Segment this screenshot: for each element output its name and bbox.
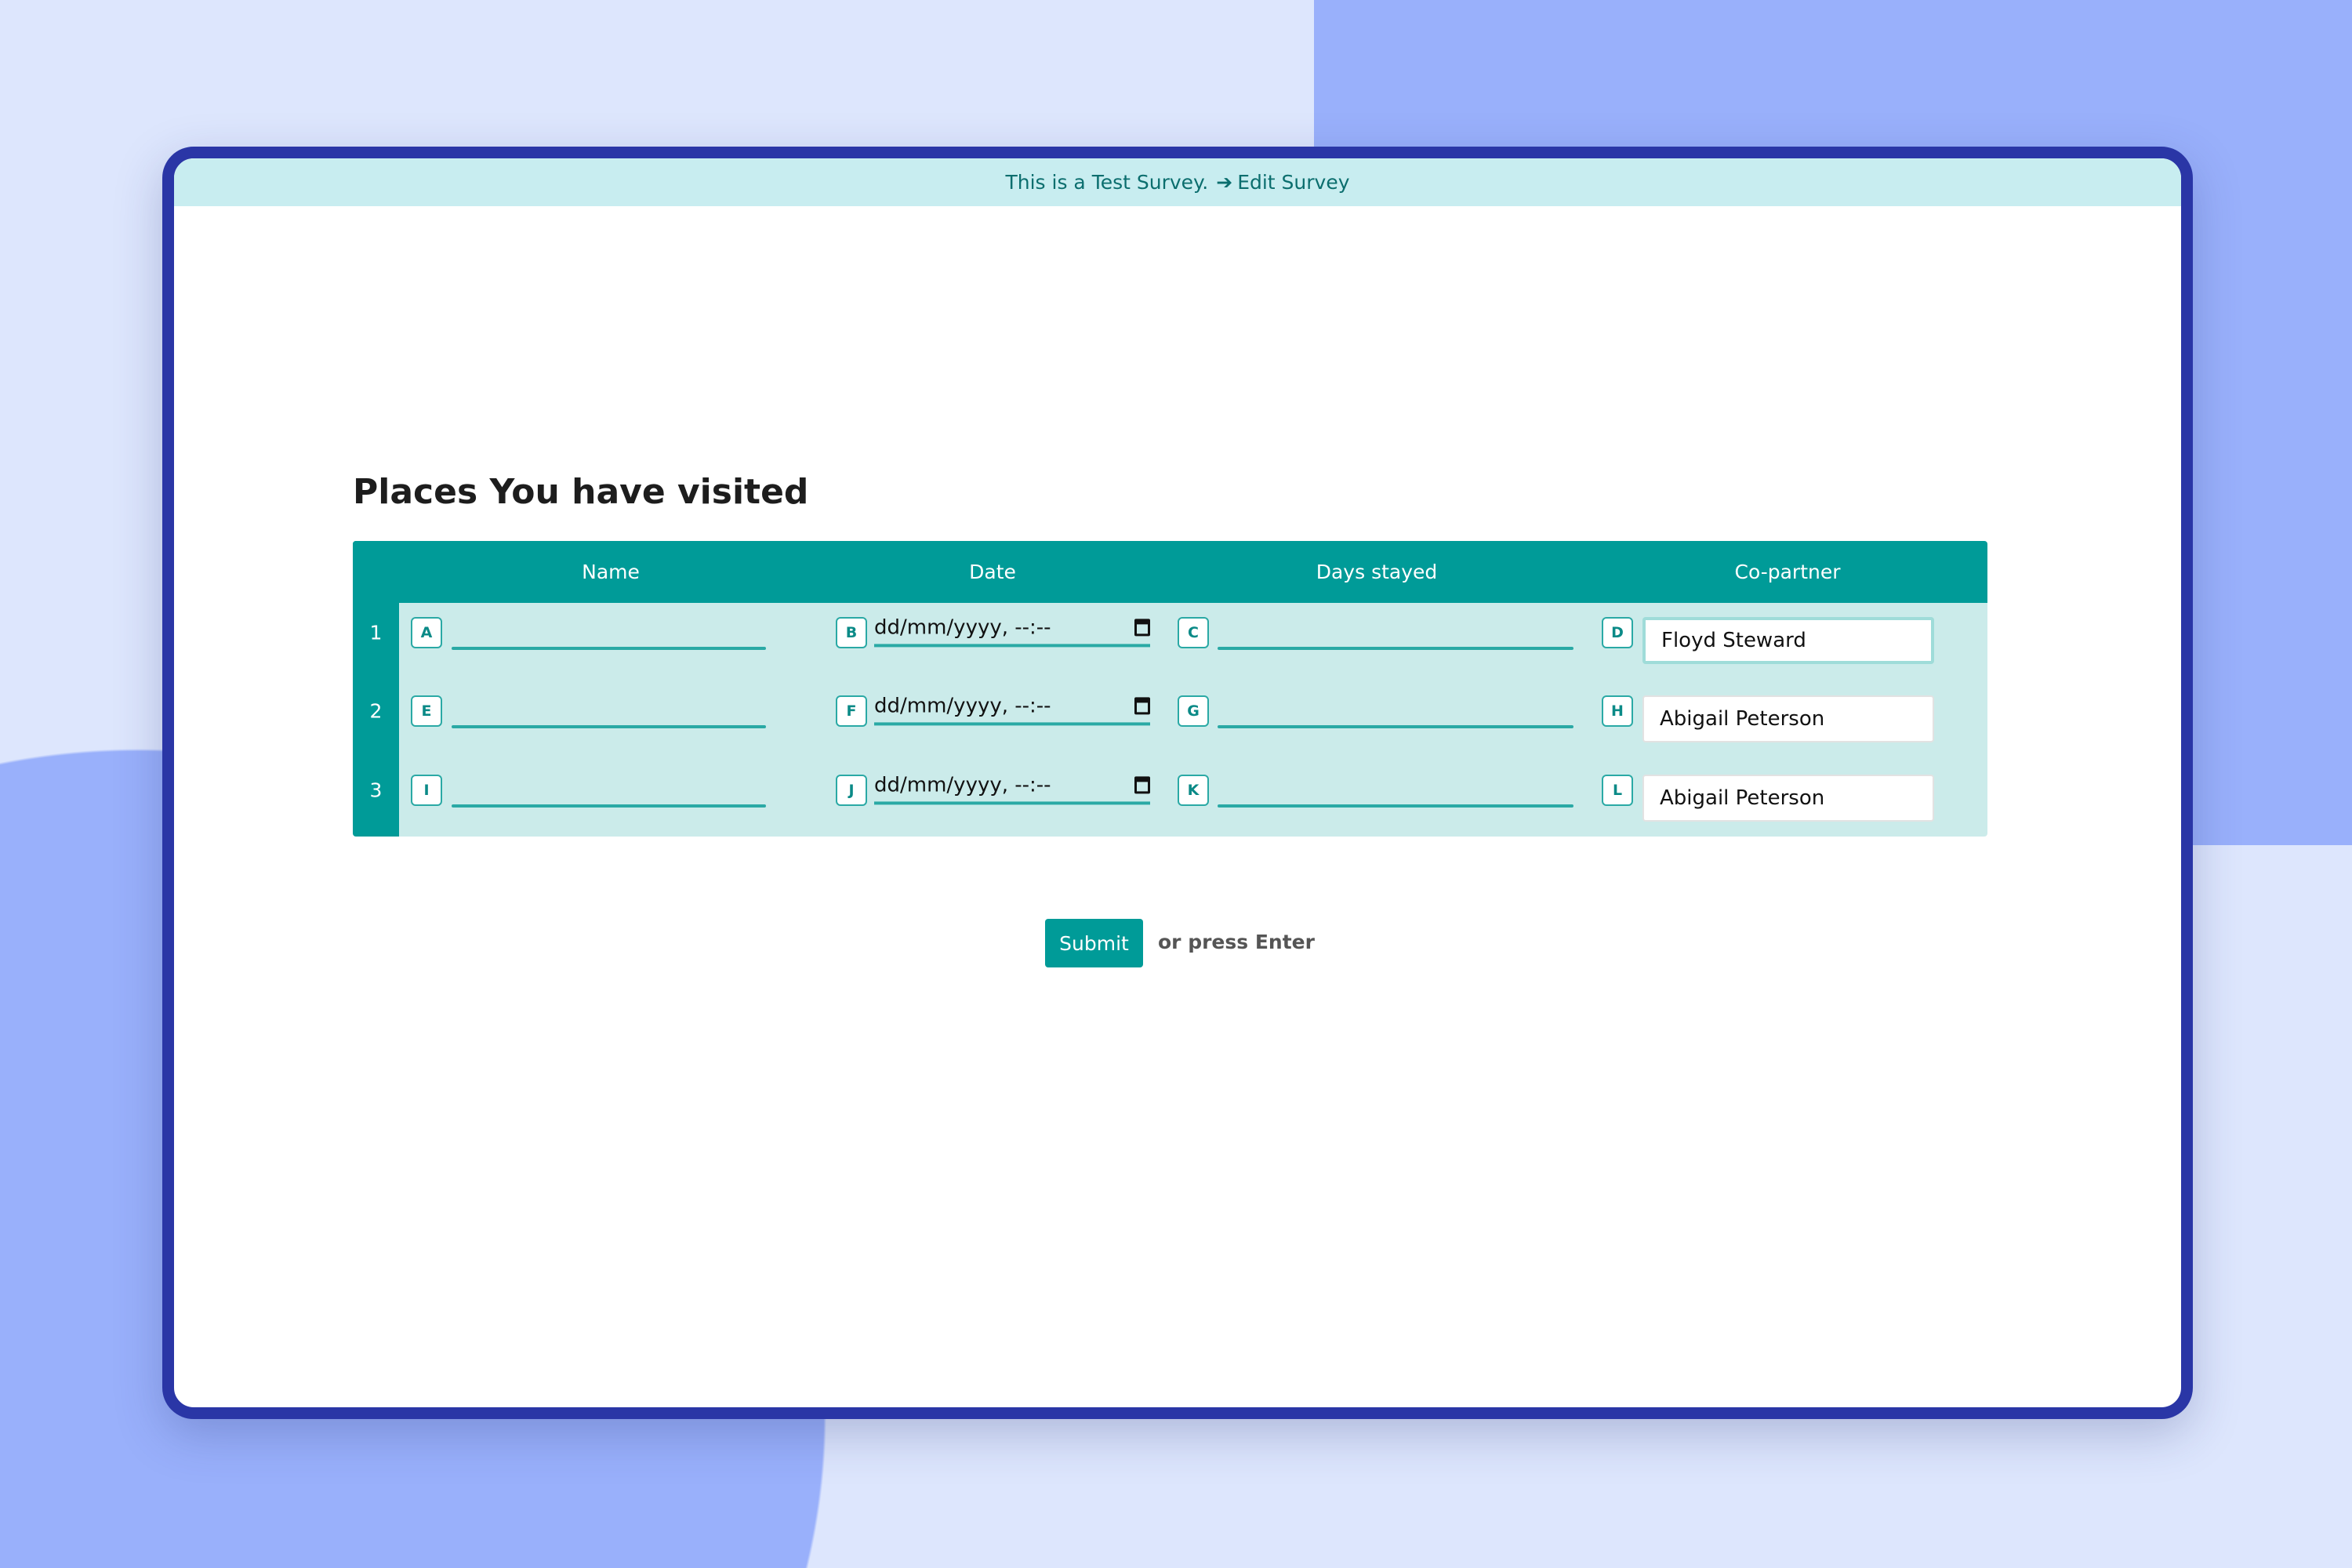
key-badge: C	[1178, 617, 1209, 648]
key-badge: L	[1602, 775, 1633, 806]
days-stayed-input[interactable]	[1218, 647, 1573, 650]
column-header-date: Date	[969, 561, 1016, 583]
edit-survey-link[interactable]: ➔ Edit Survey	[1216, 171, 1349, 194]
days-stayed-input[interactable]	[1218, 804, 1573, 808]
key-badge: B	[836, 617, 867, 648]
date-placeholder: dd/mm/yyyy, --:--	[874, 773, 1051, 797]
date-input[interactable]: dd/mm/yyyy, --:--	[874, 611, 1150, 648]
key-badge: F	[836, 695, 867, 727]
matrix-table: Name Date Days stayed Co-partner 1 A B d…	[353, 541, 1987, 837]
key-badge: E	[411, 695, 442, 727]
calendar-icon[interactable]	[1134, 619, 1150, 637]
date-input[interactable]: dd/mm/yyyy, --:--	[874, 689, 1150, 726]
key-badge: A	[411, 617, 442, 648]
date-input[interactable]: dd/mm/yyyy, --:--	[874, 768, 1150, 805]
key-badge: I	[411, 775, 442, 806]
column-header-co-partner: Co-partner	[1734, 561, 1841, 583]
key-badge: G	[1178, 695, 1209, 727]
name-input[interactable]	[452, 725, 766, 728]
name-input[interactable]	[452, 647, 766, 650]
co-partner-select[interactable]: Abigail Peterson	[1642, 695, 1934, 742]
question-title: Places You have visited	[353, 472, 809, 512]
row-number-column	[353, 541, 399, 837]
row-number: 3	[369, 779, 383, 802]
banner-text: This is a Test Survey.	[1005, 171, 1209, 194]
date-placeholder: dd/mm/yyyy, --:--	[874, 694, 1051, 718]
name-input[interactable]	[452, 804, 766, 808]
table-header	[353, 541, 1987, 603]
submit-button[interactable]: Submit	[1045, 919, 1143, 967]
calendar-icon[interactable]	[1134, 697, 1150, 715]
calendar-icon[interactable]	[1134, 776, 1150, 794]
co-partner-select[interactable]: Abigail Peterson	[1642, 775, 1934, 822]
key-badge: H	[1602, 695, 1633, 727]
key-badge: D	[1602, 617, 1633, 648]
date-placeholder: dd/mm/yyyy, --:--	[874, 615, 1051, 640]
column-header-days-stayed: Days stayed	[1316, 561, 1438, 583]
key-badge: J	[836, 775, 867, 806]
row-number: 2	[369, 699, 383, 723]
days-stayed-input[interactable]	[1218, 725, 1573, 728]
column-header-name: Name	[582, 561, 640, 583]
row-number: 1	[369, 621, 383, 644]
test-survey-banner: This is a Test Survey. ➔ Edit Survey	[174, 158, 2181, 206]
survey-window: This is a Test Survey. ➔ Edit Survey Pla…	[162, 147, 2193, 1419]
key-badge: K	[1178, 775, 1209, 806]
arrow-right-icon: ➔	[1216, 171, 1233, 194]
edit-survey-label: Edit Survey	[1237, 171, 1350, 194]
submit-hint: or press Enter	[1158, 931, 1315, 953]
co-partner-select[interactable]: Floyd Steward	[1642, 617, 1934, 664]
